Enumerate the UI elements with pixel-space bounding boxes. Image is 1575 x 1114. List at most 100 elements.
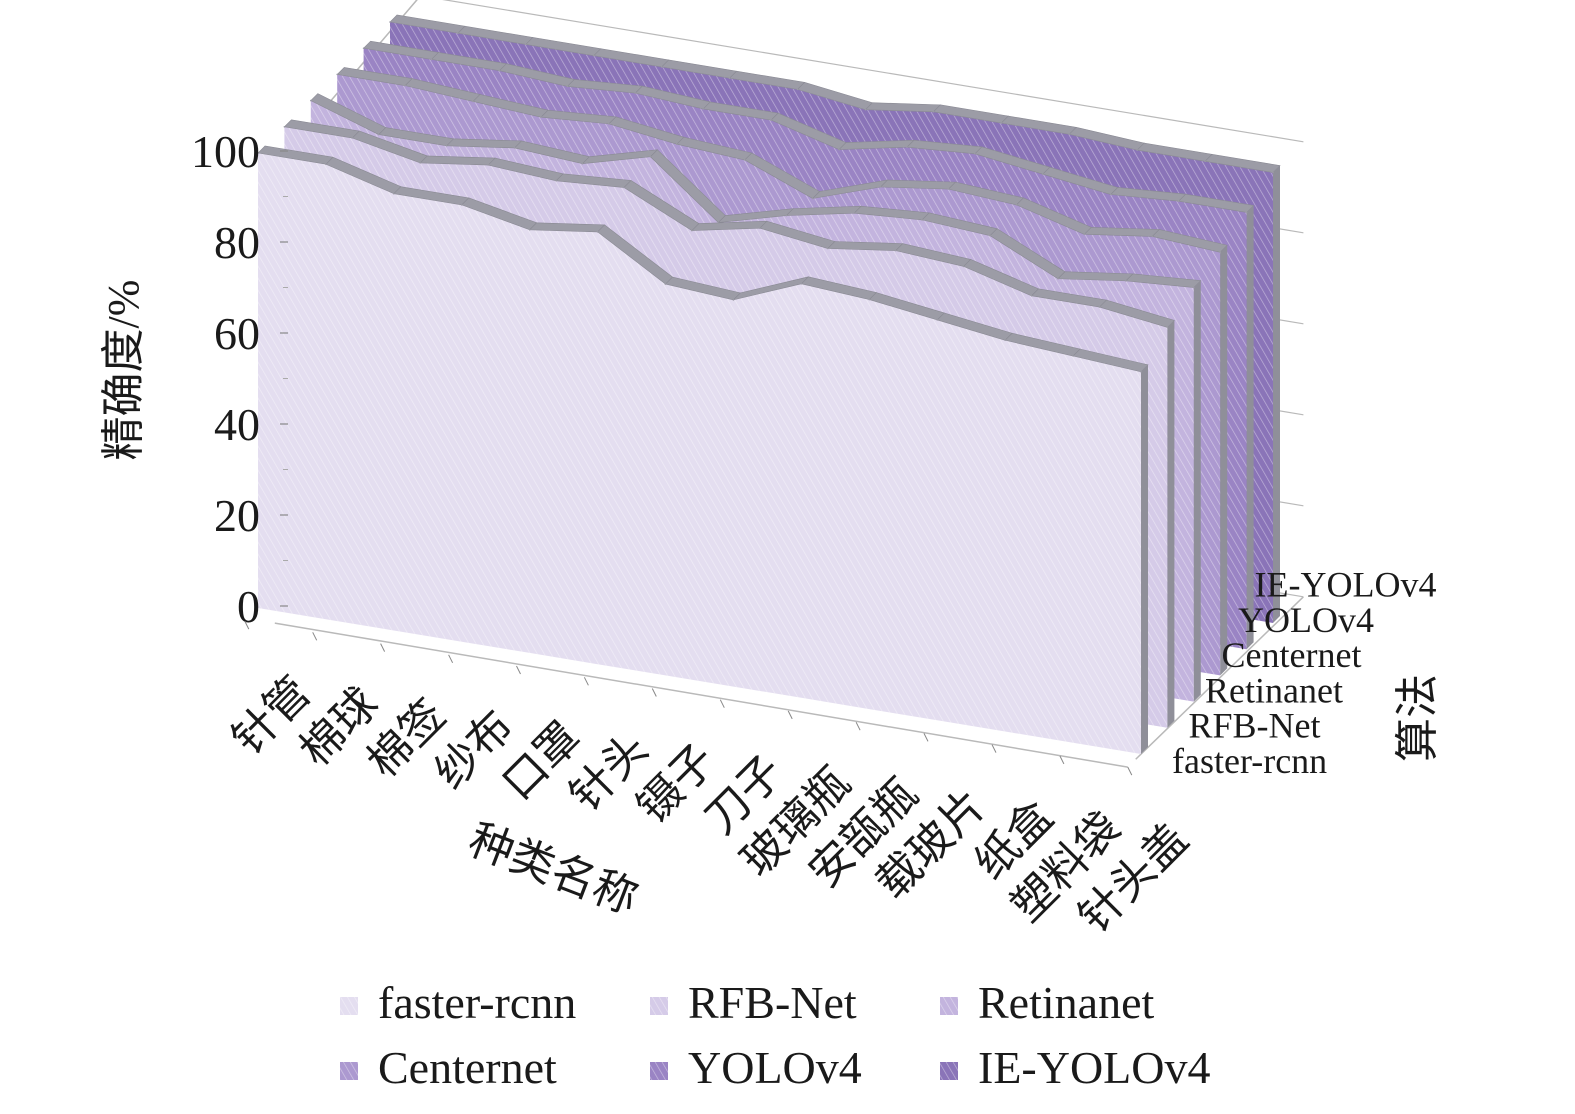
legend-label: YOLOv4 bbox=[688, 1042, 862, 1093]
y-tick-label: 40 bbox=[214, 399, 260, 450]
legend-swatch-texture bbox=[940, 997, 958, 1015]
data-point bbox=[1072, 355, 1074, 357]
data-point bbox=[487, 164, 490, 166]
y-axis: 0 20 40 60 80 100 bbox=[191, 126, 288, 632]
data-point bbox=[1000, 122, 1003, 124]
data-point bbox=[1219, 251, 1221, 253]
legend-swatch-texture bbox=[940, 1062, 958, 1080]
data-point bbox=[989, 234, 991, 237]
z-tick-label: faster-rcnn bbox=[1172, 741, 1327, 781]
data-point bbox=[608, 123, 610, 125]
data-point bbox=[555, 180, 557, 182]
z-tick-label: Retinanet bbox=[1205, 670, 1343, 710]
legend-label: RFB-Net bbox=[688, 977, 857, 1028]
ribbon-texture bbox=[258, 153, 1141, 754]
data-point bbox=[581, 162, 584, 165]
z-tick-label: IE-YOLOv4 bbox=[1255, 565, 1437, 605]
data-point bbox=[1166, 326, 1169, 329]
data-point bbox=[623, 186, 625, 189]
legend-item: Centernet bbox=[340, 1042, 557, 1093]
legend-item: IE-YOLOv4 bbox=[940, 1042, 1211, 1093]
data-point bbox=[1110, 193, 1112, 196]
gridline-back bbox=[442, 0, 1304, 143]
x-tick-mark bbox=[583, 677, 589, 686]
data-point bbox=[906, 146, 908, 148]
z-axis-title: 算法 bbox=[1393, 674, 1442, 762]
data-point bbox=[1098, 306, 1101, 308]
legend-label: IE-YOLOv4 bbox=[978, 1042, 1211, 1093]
data-point bbox=[1068, 133, 1070, 136]
chart-series-ribbons bbox=[257, 14, 1281, 754]
legend-swatch-texture bbox=[650, 1062, 668, 1080]
data-point bbox=[528, 229, 531, 231]
data-point bbox=[660, 66, 663, 68]
legend: faster-rcnn RFB-Net Retinanet Centernet YOLO… bbox=[340, 977, 1211, 1093]
data-point bbox=[838, 148, 840, 151]
data-point bbox=[676, 143, 678, 145]
ribbon-end-face bbox=[1220, 245, 1228, 676]
data-point bbox=[310, 99, 312, 102]
data-point bbox=[868, 298, 871, 301]
data-point bbox=[664, 283, 667, 285]
floor-front-edge bbox=[274, 622, 1128, 768]
data-point bbox=[879, 186, 882, 188]
data-point bbox=[634, 92, 637, 94]
data-point bbox=[513, 147, 516, 149]
z-tick-label: RFB-Net bbox=[1189, 706, 1321, 746]
legend-swatch-texture bbox=[650, 997, 668, 1015]
data-point bbox=[728, 77, 731, 79]
data-point bbox=[864, 108, 867, 111]
data-point bbox=[389, 21, 391, 23]
data-point bbox=[936, 319, 938, 321]
data-point bbox=[1136, 149, 1138, 151]
x-tick-mark bbox=[855, 721, 861, 731]
x-tick-mark bbox=[244, 620, 250, 630]
legend-label: Centernet bbox=[378, 1042, 557, 1093]
data-point bbox=[1193, 286, 1195, 289]
x-tick-mark bbox=[312, 632, 318, 641]
data-point bbox=[525, 43, 527, 46]
data-point bbox=[283, 126, 286, 128]
ribbon-end-face bbox=[1273, 165, 1280, 624]
data-point bbox=[457, 32, 459, 34]
data-point bbox=[743, 159, 746, 161]
x-tick-mark bbox=[651, 688, 657, 697]
data-point bbox=[461, 204, 463, 206]
x-tick-mark bbox=[991, 744, 997, 753]
z-tick-label: Centernet bbox=[1222, 635, 1362, 675]
data-point bbox=[770, 119, 772, 121]
data-point bbox=[785, 214, 788, 217]
y-tick-label: 100 bbox=[191, 126, 260, 177]
y-tick-label: 0 bbox=[237, 581, 260, 632]
legend-item: YOLOv4 bbox=[650, 1042, 862, 1093]
legend-swatch-texture bbox=[340, 1062, 358, 1080]
data-point bbox=[362, 47, 365, 49]
data-point bbox=[894, 249, 897, 252]
data-point bbox=[1204, 160, 1206, 163]
data-point bbox=[691, 229, 693, 232]
data-point bbox=[947, 188, 950, 190]
x-axis-title: 种类名称 bbox=[462, 815, 644, 924]
data-point bbox=[1245, 211, 1248, 214]
x-tick-mark bbox=[516, 665, 521, 675]
data-point bbox=[811, 197, 814, 200]
data-point bbox=[1057, 277, 1059, 280]
data-point bbox=[827, 247, 829, 250]
data-point bbox=[1177, 200, 1180, 202]
y-tick-label: 80 bbox=[214, 217, 260, 268]
data-point bbox=[1015, 204, 1018, 206]
ribbon-end-face bbox=[1193, 280, 1201, 702]
y-tick-label: 20 bbox=[214, 490, 260, 541]
data-point bbox=[1030, 295, 1033, 297]
x-tick-mark bbox=[1059, 755, 1065, 765]
data-point bbox=[325, 163, 327, 165]
data-point bbox=[1042, 173, 1044, 175]
data-point bbox=[702, 108, 704, 110]
series-faster-rcnn bbox=[257, 145, 1149, 754]
legend-item: RFB-Net bbox=[650, 977, 857, 1028]
y-axis-title: 精确度/% bbox=[99, 280, 148, 461]
data-point bbox=[921, 219, 923, 221]
data-point bbox=[404, 84, 406, 87]
